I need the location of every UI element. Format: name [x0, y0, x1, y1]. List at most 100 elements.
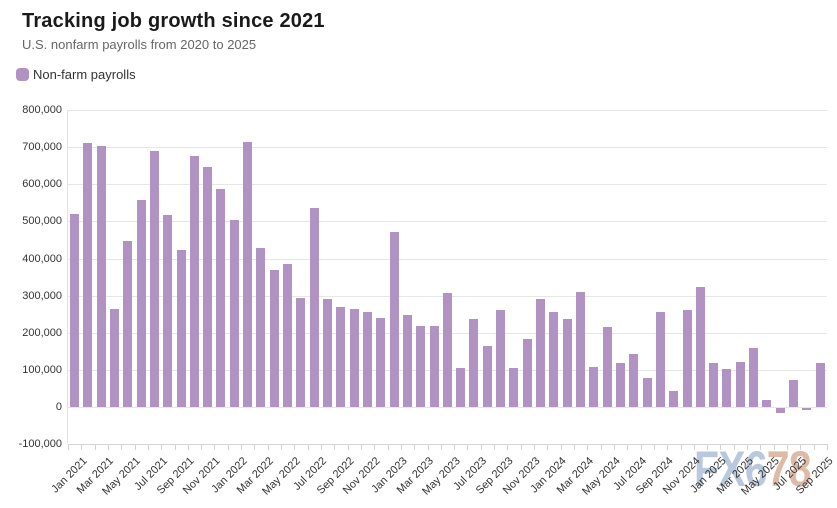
x-axis-tick [680, 444, 682, 450]
y-axis-label: 200,000 [22, 326, 62, 339]
bar-jun-2021[interactable] [136, 200, 146, 407]
bar-may-2021[interactable] [123, 241, 133, 407]
x-axis-tick [241, 444, 243, 450]
bar-apr-2023[interactable] [429, 326, 439, 407]
bar-mar-2022[interactable] [256, 248, 266, 407]
x-axis-tick [534, 444, 536, 450]
gridline [68, 258, 827, 260]
x-axis-tick [587, 444, 589, 450]
x-axis-tick [174, 444, 176, 450]
bar-may-2022[interactable] [283, 264, 293, 407]
x-axis-tick [574, 444, 575, 450]
bar-dec-2021[interactable] [216, 188, 226, 407]
x-axis-tick [121, 444, 123, 450]
x-axis-tick [307, 444, 309, 450]
bar-apr-2022[interactable] [269, 270, 279, 407]
bar-aug-2023[interactable] [482, 345, 492, 407]
bar-jan-2024[interactable] [549, 311, 559, 407]
bar-sep-2022[interactable] [336, 307, 346, 407]
x-axis-tick [467, 444, 469, 450]
bar-jul-2023[interactable] [469, 319, 479, 407]
bar-oct-2023[interactable] [509, 368, 519, 407]
x-axis-tick [107, 444, 109, 450]
x-axis-tick [414, 444, 416, 450]
bar-dec-2024[interactable] [695, 287, 705, 407]
bar-jun-2025[interactable] [775, 408, 785, 413]
bar-feb-2022[interactable] [243, 141, 253, 407]
bar-jul-2024[interactable] [629, 353, 639, 407]
y-axis-label: 300,000 [22, 289, 62, 302]
bar-nov-2024[interactable] [682, 310, 692, 407]
x-axis-tick [667, 444, 669, 450]
legend-item-nonfarm-payrolls[interactable]: Non-farm payrolls [16, 67, 136, 82]
bar-may-2024[interactable] [602, 326, 612, 407]
y-axis-label: -100,000 [18, 438, 62, 451]
x-axis-tick [334, 444, 336, 450]
bar-jan-2022[interactable] [229, 219, 239, 407]
bar-oct-2021[interactable] [189, 155, 199, 407]
gridline [68, 147, 827, 149]
bar-sep-2025[interactable] [815, 362, 825, 407]
x-axis-line [68, 444, 827, 446]
bar-sep-2021[interactable] [176, 249, 186, 407]
bar-jun-2023[interactable] [456, 368, 466, 407]
y-axis-label: 700,000 [22, 141, 62, 154]
x-axis-tick [68, 444, 69, 450]
x-axis-tick [427, 444, 429, 450]
bar-aug-2024[interactable] [642, 378, 652, 407]
x-axis-tick [747, 444, 749, 450]
bar-apr-2021[interactable] [109, 309, 119, 407]
bar-oct-2024[interactable] [669, 390, 679, 407]
plot-area [67, 110, 828, 450]
bar-jun-2024[interactable] [615, 363, 625, 407]
gridline [68, 221, 827, 223]
bar-feb-2025[interactable] [722, 369, 732, 407]
bar-nov-2021[interactable] [203, 166, 213, 407]
x-axis-tick [214, 444, 216, 450]
bar-aug-2025[interactable] [802, 408, 812, 410]
bar-nov-2023[interactable] [522, 339, 532, 407]
bar-jan-2023[interactable] [389, 231, 399, 407]
bar-jul-2021[interactable] [149, 151, 159, 407]
bar-apr-2024[interactable] [589, 366, 599, 407]
bar-sep-2024[interactable] [655, 312, 665, 407]
bar-feb-2024[interactable] [562, 319, 572, 407]
x-axis-tick [600, 444, 602, 450]
x-axis-tick [653, 444, 655, 450]
gridline [68, 184, 827, 186]
bar-may-2023[interactable] [442, 293, 452, 407]
x-axis-tick [400, 444, 402, 450]
bar-jun-2022[interactable] [296, 298, 306, 407]
x-axis-tick [360, 444, 362, 450]
x-axis-tick [613, 444, 615, 450]
bar-jul-2022[interactable] [309, 207, 319, 407]
x-axis-tick [281, 444, 283, 450]
bar-feb-2021[interactable] [83, 143, 93, 407]
bar-dec-2023[interactable] [536, 299, 546, 407]
bar-nov-2022[interactable] [362, 311, 372, 407]
legend-swatch-icon [16, 68, 29, 81]
bar-apr-2025[interactable] [749, 348, 759, 407]
bar-mar-2024[interactable] [576, 291, 585, 407]
y-axis-label: 500,000 [22, 215, 62, 228]
bar-mar-2025[interactable] [735, 362, 745, 407]
bar-dec-2022[interactable] [376, 318, 386, 407]
bar-aug-2022[interactable] [323, 298, 332, 407]
bar-mar-2023[interactable] [416, 326, 426, 407]
bar-sep-2023[interactable] [496, 309, 506, 407]
bar-jan-2025[interactable] [709, 363, 719, 407]
x-axis-tick [733, 444, 735, 450]
bar-may-2025[interactable] [762, 399, 772, 407]
x-axis-tick [494, 444, 496, 450]
bar-aug-2021[interactable] [163, 215, 173, 407]
bar-oct-2022[interactable] [349, 309, 359, 407]
x-axis-tick [773, 444, 775, 450]
bar-jul-2025[interactable] [789, 380, 799, 407]
bar-feb-2023[interactable] [402, 314, 412, 407]
bar-jan-2021[interactable] [70, 213, 79, 407]
x-axis-tick [720, 444, 722, 450]
bar-mar-2021[interactable] [96, 145, 106, 407]
x-axis-tick [547, 444, 549, 450]
x-axis-tick [800, 444, 802, 450]
x-axis-tick [693, 444, 695, 450]
